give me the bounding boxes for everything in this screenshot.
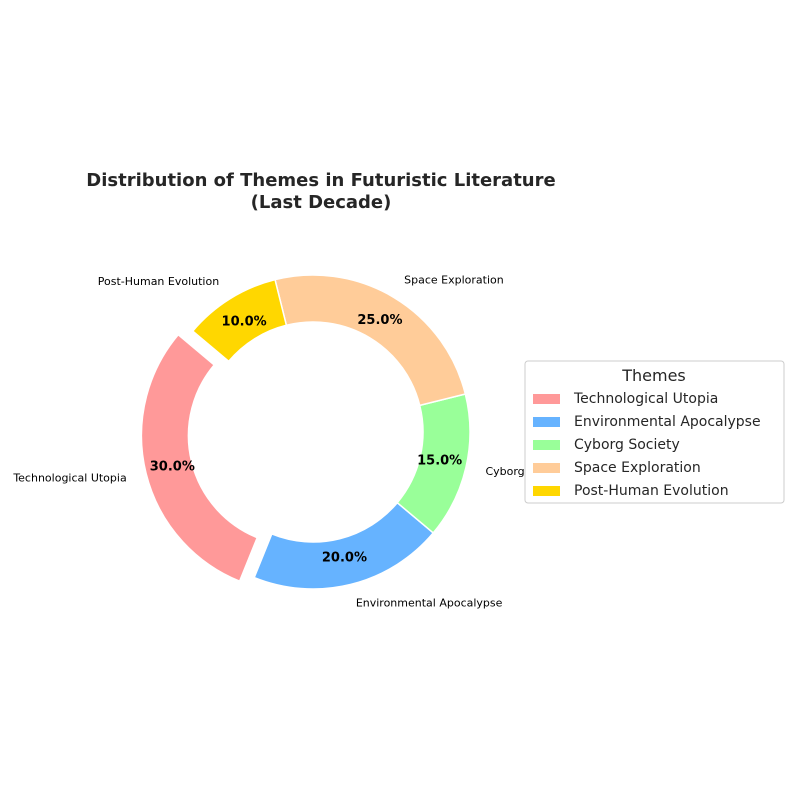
- percent-labels-group: 30.0% 20.0% 15.0% 25.0% 10.0%: [150, 313, 462, 566]
- category-label-technological-utopia: Technological Utopia: [12, 471, 126, 484]
- legend-swatch-post-human-evolution: [533, 486, 560, 496]
- percent-label-post-human-evolution: 10.0%: [222, 314, 267, 329]
- category-label-space-exploration: Space Exploration: [404, 273, 504, 286]
- slice-environmental-apocalypse: [253, 501, 435, 590]
- chart-subtitle: (Last Decade): [251, 192, 392, 213]
- legend-label-cyborg-society: Cyborg Society: [574, 437, 680, 453]
- category-label-environmental-apocalypse: Environmental Apocalypse: [356, 597, 503, 610]
- percent-label-space-exploration: 25.0%: [357, 313, 402, 328]
- slice-technological-utopia: [140, 333, 259, 583]
- legend-label-space-exploration: Space Exploration: [574, 460, 701, 476]
- legend-title: Themes: [621, 366, 686, 385]
- slice-space-exploration: [274, 274, 467, 407]
- chart-title: Distribution of Themes in Futuristic Lit…: [86, 170, 555, 191]
- legend-swatch-technological-utopia: [533, 394, 560, 404]
- legend-label-environmental-apocalypse: Environmental Apocalypse: [574, 414, 761, 430]
- slice-post-human-evolution: [191, 278, 288, 363]
- percent-label-environmental-apocalypse: 20.0%: [322, 551, 367, 566]
- percent-label-technological-utopia: 30.0%: [150, 460, 195, 475]
- legend-label-post-human-evolution: Post-Human Evolution: [574, 483, 729, 499]
- slices-group: [140, 274, 471, 590]
- legend-swatch-environmental-apocalypse: [533, 417, 560, 427]
- legend-swatch-space-exploration: [533, 463, 560, 473]
- legend-entries: Technological Utopia Environmental Apocal…: [533, 391, 761, 499]
- legend: Themes Technological Utopia Environmental…: [524, 360, 785, 504]
- percent-label-cyborg-society: 15.0%: [417, 454, 462, 469]
- legend-swatch-cyborg-society: [533, 440, 560, 450]
- legend-label-technological-utopia: Technological Utopia: [573, 391, 718, 407]
- legend-frame: [524, 360, 785, 504]
- category-label-post-human-evolution: Post-Human Evolution: [98, 275, 219, 288]
